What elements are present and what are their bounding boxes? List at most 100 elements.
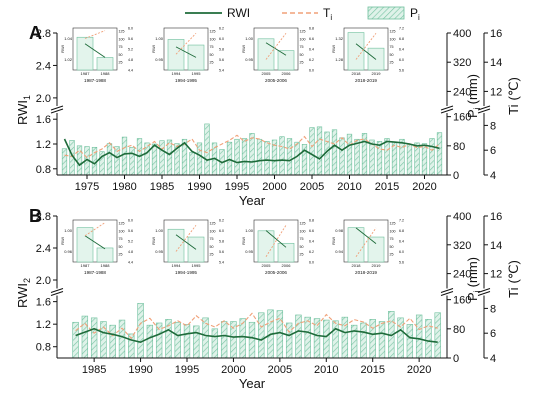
panel-b-inset-x-tick: 2006 — [282, 263, 292, 268]
panel-a-right-p-axis-label-sub: i — [472, 107, 482, 109]
panel-a-inset-pi-bar — [277, 50, 295, 71]
panel-b-t-tick-label: 6 — [490, 328, 496, 340]
panel-b-inset-rwi-tick: 0.95 — [245, 249, 254, 254]
panel-a-inset-pi-bar — [96, 57, 114, 71]
panel-a-t-tick-label: 4 — [490, 170, 496, 182]
panel-a-inset-t-tick: 6.2 — [309, 58, 314, 62]
panel-b-inset-2: 0.95 1.00 RWI 25 50 75 100 125 5.4 5.6 5.8 6.0 6.2 19… — [151, 219, 224, 276]
panel-b-pi-bar — [295, 314, 302, 359]
panel-a-inset-rwi-label: RWI — [331, 45, 336, 53]
panel-a-p-tick-label: 240 — [453, 86, 471, 98]
panel-b-pi-bar — [183, 324, 191, 359]
panel-a-inset-pi-bar — [347, 32, 365, 71]
panel-a-inset-t-tick: 5.2 — [128, 48, 133, 52]
panel-a-inset-t-tick: 7.2 — [399, 27, 404, 31]
panel-a-inset-p-tick: 125 — [119, 30, 125, 34]
panel-b-pi-bar — [155, 322, 163, 359]
panel-a-inset-p-tick: 50 — [300, 53, 304, 57]
panel-b-inset-p-tick: 125 — [210, 222, 216, 226]
panel-b-inset-ti-line — [84, 222, 106, 237]
panel-b-inset-rwi-line — [355, 227, 377, 244]
panel-a-pi-bar — [346, 133, 353, 176]
panel-b-inset-rwi-label: RWI — [241, 237, 246, 245]
panel-a-pi-bar — [189, 152, 195, 176]
panel-a-inset-rwi-tick: 1.00 — [245, 36, 254, 41]
panel-a-inset-pi-bar — [257, 38, 275, 71]
panel-a-inset-x-tick: 2019 — [372, 71, 382, 76]
panel-a-inset-1: 1.02 1.04 RWI 25 50 75 100 125 4.4 4.8 5.2 5.6 6.0 19… — [60, 27, 133, 84]
panel-b-inset-p-tick: 25 — [390, 253, 394, 257]
panel-a-inset-rwi-tick: 1.00 — [155, 36, 164, 41]
panel-b-inset-pi-bar — [277, 242, 295, 263]
legend: RWI Ti Pi — [185, 6, 420, 22]
panel-a-inset-p-tick: 50 — [390, 53, 394, 57]
panel-b-left-axis-label-main: RWI — [15, 283, 30, 308]
panel-b-inset-p-tick: 75 — [390, 237, 394, 241]
panel-b-pi-bar — [211, 328, 219, 359]
panel-b-pi-bar — [397, 317, 404, 359]
panel-a-pi-bar — [301, 144, 308, 176]
panel-b-right-t-axis-label-unit: (℃) — [506, 260, 521, 283]
panel-b-t-axis-break-gap — [478, 288, 490, 296]
panel-b-inset-p-tick: 125 — [390, 222, 396, 226]
panel-a-inset-p-tick: 125 — [300, 30, 306, 34]
panel-b-inset-t-tick: 5.8 — [219, 240, 224, 244]
panel-b-right-t-axis-label: Ti (℃) — [506, 260, 521, 298]
panel-b-p-tick-label: 240 — [453, 269, 471, 281]
panel-a-t-axis-break-gap — [478, 106, 490, 113]
panel-a-left-tick-label: 0.8 — [36, 164, 51, 176]
panel-a-t-tick-label: 8 — [490, 120, 496, 132]
panel-a-x-axis-label: Year — [239, 193, 266, 208]
panel-b-pi-bar — [118, 319, 126, 359]
panel-a-pi-bar — [294, 141, 300, 176]
panel-b-t-tick-label: 12 — [490, 269, 502, 281]
panel-a-inset-rwi-tick: 1.02 — [64, 57, 73, 62]
panel-a-inset-p-tick: 75 — [210, 45, 214, 49]
panel-a-pi-bar — [286, 138, 293, 176]
panel-b-pi-bar — [90, 317, 98, 359]
panel-a-inset-p-tick: 100 — [390, 37, 396, 41]
panel-b-p-tick-label: 80 — [453, 324, 465, 336]
panel-b-inset-rwi-label: RWI — [331, 237, 336, 245]
panel-b-inset-t-tick: 5.6 — [399, 261, 404, 265]
panel-a-inset-4: 1.28 1.32 RWI 25 50 75 100 125 5.6 6.0 6.4 6.8 7.2 20… — [331, 27, 404, 84]
panel-a-x-tick-label: 2005 — [300, 181, 324, 193]
panel-b-inset-period-label: 2005-2006 — [265, 270, 287, 275]
panel-a-x-tick-label: 2020 — [412, 181, 436, 193]
panel-b-pi-bar — [258, 312, 265, 359]
panel-b-pi-bar — [285, 322, 293, 359]
panel-b-pi-bar — [109, 324, 116, 359]
panel-b-inset-rwi-label: RWI — [60, 237, 65, 245]
panel-a-inset-t-tick: 5.6 — [128, 37, 133, 41]
panel-b-x-tick-label: 2020 — [407, 364, 431, 376]
panel-b-inset-period-label: 1994-1995 — [175, 270, 197, 275]
panel-a-pi-bar — [256, 138, 263, 176]
panel-a-inset-t-tick: 5.8 — [219, 48, 224, 52]
panel-a-pi-bar — [166, 139, 173, 176]
panel-b-inset-p-tick: 25 — [300, 253, 304, 257]
panel-a-p-tick-label: 160 — [453, 112, 471, 124]
panel-b-inset-period-label: 1987-1988 — [84, 270, 106, 275]
panel-b-pi-bar — [415, 314, 423, 359]
panel-a-pi-bar — [234, 138, 240, 176]
panel-a-panel-letter: A — [29, 23, 42, 43]
panel-b-inset-1: 0.96 1.00 RWI 25 50 75 100 125 4.4 4.8 5.2 5.6 6.0 19… — [60, 219, 133, 276]
panel-a-inset-2: 0.95 1.00 RWI 25 50 75 100 125 5.4 5.6 5.8 6.0 6.2 19… — [151, 27, 224, 84]
panel-a-inset-x-tick: 2018 — [352, 71, 362, 76]
panel-a-pi-bar — [436, 132, 443, 176]
panel-a-inset-rwi-tick: 1.32 — [335, 36, 344, 41]
panel-b-inset-p-tick: 100 — [390, 229, 396, 233]
panel-a-inset-x-tick: 1994 — [172, 71, 182, 76]
panel-a-inset-x-tick: 2005 — [262, 71, 272, 76]
panel-b-inset-x-tick: 1988 — [101, 263, 111, 268]
legend-pi-swatch — [367, 6, 405, 20]
panel-b-inset-rwi-label: RWI — [151, 237, 156, 245]
panel-a-x-tick-label: 2015 — [375, 181, 399, 193]
panel-b-left-axis-label: RWI2 — [15, 278, 32, 308]
panel-a-left-tick-label: 2.8 — [36, 28, 51, 40]
panel-a-inset-p-tick: 25 — [210, 61, 214, 65]
panel-a-x-tick-label: 1975 — [75, 181, 99, 193]
panel-a-inset-p-tick: 50 — [119, 53, 123, 57]
panel-b-inset-ti-line — [265, 225, 287, 257]
panel-a-inset-rwi-line — [84, 43, 106, 58]
